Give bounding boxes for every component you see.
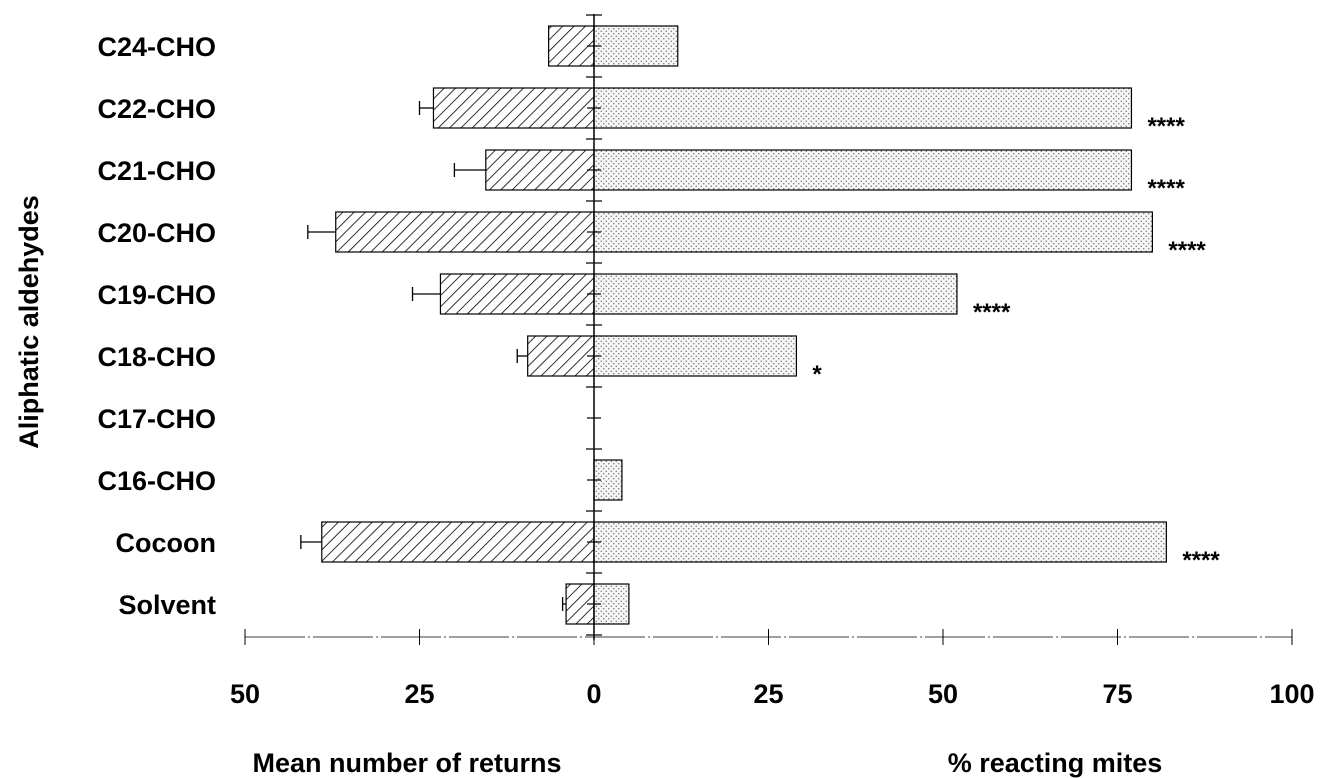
- returns-bar: [548, 25, 595, 67]
- returns-bar: [485, 149, 595, 191]
- category-label: C24-CHO: [97, 32, 216, 62]
- significance-mark: *: [812, 361, 822, 388]
- returns-bar: [335, 211, 595, 253]
- significance-labels: *********************: [812, 113, 1220, 574]
- y-axis-title: Aliphatic aldehydes: [14, 195, 44, 449]
- returns-bar: [527, 335, 595, 377]
- category-labels: C24-CHO C22-CHO C21-CHO C20-CHO C19-CHO C18-C…: [97, 32, 216, 620]
- reacting-bar: [593, 521, 1167, 563]
- category-label: C21-CHO: [97, 156, 216, 186]
- significance-mark: ****: [1147, 113, 1185, 140]
- x-tick-label: 25: [404, 679, 434, 709]
- reacting-bar: [593, 87, 1133, 129]
- x-tick-label: 0: [586, 679, 601, 709]
- center-axis-ticks: [586, 14, 602, 636]
- left-axis-title: Mean number of returns: [252, 748, 561, 778]
- category-label: Cocoon: [116, 528, 217, 558]
- x-tick-label: 50: [928, 679, 958, 709]
- significance-mark: ****: [1147, 175, 1185, 202]
- category-label: C16-CHO: [97, 466, 216, 496]
- category-label: C18-CHO: [97, 342, 216, 372]
- reacting-bars: [593, 25, 1167, 625]
- reacting-bar: [593, 211, 1154, 253]
- x-tick-label: 75: [1102, 679, 1132, 709]
- significance-mark: ****: [973, 299, 1011, 326]
- x-tick-label: 50: [230, 679, 260, 709]
- reacting-bar: [593, 25, 679, 67]
- reacting-bar: [593, 335, 798, 377]
- category-label: C20-CHO: [97, 218, 216, 248]
- significance-mark: ****: [1168, 237, 1206, 264]
- returns-bars: [300, 25, 595, 625]
- returns-bar: [432, 87, 595, 129]
- x-tick-label: 100: [1269, 679, 1314, 709]
- reacting-bar: [593, 149, 1133, 191]
- returns-bar: [321, 521, 595, 563]
- reacting-bar: [593, 273, 958, 315]
- category-label: Solvent: [118, 590, 216, 620]
- category-label: C22-CHO: [97, 94, 216, 124]
- x-tick-label: 25: [753, 679, 783, 709]
- category-label: C19-CHO: [97, 280, 216, 310]
- right-axis-title: % reacting mites: [948, 748, 1163, 778]
- category-label: C17-CHO: [97, 404, 216, 434]
- returns-bar: [439, 273, 595, 315]
- significance-mark: ****: [1182, 547, 1220, 574]
- x-axis-ticks: 50 25 0 25 50 75 100: [230, 629, 1315, 709]
